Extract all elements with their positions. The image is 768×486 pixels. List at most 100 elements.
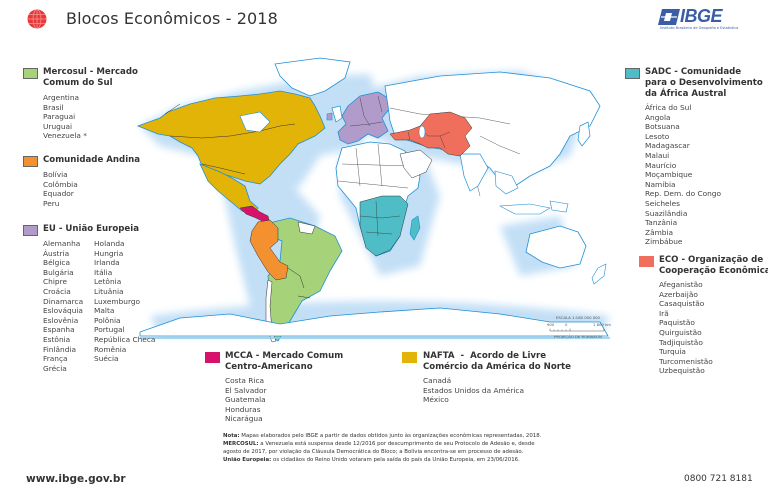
country-item: Chipre bbox=[43, 277, 68, 287]
mcca-swatch bbox=[205, 352, 220, 363]
country-item: Bolívia bbox=[43, 170, 68, 179]
nafta-title-line2: Comércio da América do Norte bbox=[423, 362, 571, 372]
mcca-title-line2: Centro-Americano bbox=[225, 362, 313, 372]
eu-note-text: os cidadãos do Reino Unido votaram pela … bbox=[271, 457, 520, 463]
country-item: Dinamarca bbox=[43, 296, 84, 306]
mcca-country-list: Costa Rica El Salvador Guatemala Hondura… bbox=[225, 376, 267, 424]
country-item: Zimbábue bbox=[645, 237, 683, 247]
mercosul-title-line1: Mercosul - Mercado bbox=[43, 67, 138, 77]
country-item: França bbox=[43, 354, 68, 364]
country-item: Croácia bbox=[43, 286, 71, 296]
nafta-country-list: Canadá Estados Unidos da América México bbox=[423, 376, 524, 405]
country-item: Romênia bbox=[94, 344, 127, 354]
logo-subtitle: Instituto Brasileiro de Geografia e Esta… bbox=[660, 26, 739, 30]
country-item: Letônia bbox=[94, 277, 122, 287]
eco-swatch bbox=[639, 256, 654, 267]
country-item: Polônia bbox=[94, 315, 121, 325]
phone-number: 0800 721 8181 bbox=[684, 474, 753, 484]
country-item: Zâmbia bbox=[645, 227, 674, 237]
country-item: Suécia bbox=[94, 354, 119, 364]
country-item: México bbox=[423, 395, 449, 405]
world-map bbox=[136, 57, 610, 343]
country-item: Malaui bbox=[645, 150, 670, 160]
footnote: Nota: Mapas elaborados pelo IBGE a parti… bbox=[223, 432, 553, 464]
mercosul-note-text: a Venezuela está suspensa desde 12/2016 … bbox=[223, 441, 535, 455]
eu-region bbox=[337, 91, 391, 145]
mercosul-title-line2: Comum do Sul bbox=[43, 78, 113, 88]
country-item: Peru bbox=[43, 198, 60, 208]
country-item: Itália bbox=[94, 267, 113, 277]
country-item: El Salvador bbox=[225, 385, 267, 395]
country-item: Espanha bbox=[43, 325, 75, 335]
note-text: Mapas elaborados pelo IBGE a partir de d… bbox=[239, 433, 542, 439]
country-item: Tanzânia bbox=[645, 218, 678, 228]
country-item: Angola bbox=[645, 112, 671, 122]
mercosul-swatch bbox=[23, 68, 38, 79]
ibge-logo-mark-icon bbox=[658, 9, 680, 25]
eco-title-line2: Cooperação Econômica bbox=[659, 266, 768, 276]
country-item: Portugal bbox=[94, 325, 125, 335]
mercosul-country-list: Argentina Brasil Paraguai Uruguai Venezu… bbox=[43, 93, 87, 141]
country-item: Suazilândia bbox=[645, 208, 688, 218]
country-item: Irã bbox=[659, 308, 669, 318]
country-item: Canadá bbox=[423, 376, 452, 385]
country-item: Eslováquia bbox=[43, 306, 83, 316]
country-item: Luxemburgo bbox=[94, 296, 141, 306]
south-america bbox=[249, 217, 343, 343]
country-item: Uzbequistão bbox=[659, 366, 705, 376]
eco-country-list: Afeganistão Azerbaijão Casaquistão Irã P… bbox=[659, 280, 713, 376]
country-item: Nicarágua bbox=[225, 414, 263, 424]
country-item: Guatemala bbox=[225, 395, 266, 405]
country-item: Maurício bbox=[645, 160, 677, 170]
country-item: Afeganistão bbox=[659, 280, 703, 289]
page-title: Blocos Econômicos - 2018 bbox=[66, 9, 278, 28]
country-item: Argentina bbox=[43, 93, 80, 102]
country-item: Venezuela * bbox=[43, 131, 87, 141]
country-item: Estados Unidos da América bbox=[423, 385, 524, 395]
mcca-title-line1: MCCA - Mercado Comum bbox=[225, 351, 344, 361]
country-item: Irlanda bbox=[94, 258, 120, 268]
scale-label: ESCALA 1:180 000 000 bbox=[556, 315, 600, 320]
eco-region bbox=[389, 111, 473, 157]
country-item: Bulgária bbox=[43, 267, 74, 277]
projection-label: PROJEÇÃO DE ROBINSON bbox=[554, 334, 602, 339]
nafta-region bbox=[136, 90, 326, 215]
country-item: Casaquistão bbox=[659, 299, 705, 309]
country-item: Bélgica bbox=[43, 258, 71, 268]
country-item: República Checa bbox=[94, 334, 156, 344]
country-item: Turcomenistão bbox=[659, 356, 713, 366]
eu-swatch bbox=[23, 225, 38, 236]
note-label: Nota: bbox=[223, 433, 240, 439]
ibge-logo[interactable]: IBGE Instituto Brasileiro de Geografia e… bbox=[658, 6, 758, 32]
scale-right-tick: 1 800 km bbox=[593, 322, 611, 327]
scale-bar-icon bbox=[549, 328, 605, 332]
eu-country-list-col2: Holanda Hungria Irlanda Itália Letônia L… bbox=[94, 239, 155, 364]
country-item: Azerbaijão bbox=[659, 289, 698, 299]
sadc-country-list: África do Sul Angola Botsuana Lesoto Mad… bbox=[645, 103, 721, 247]
sadc-title-line3: da África Austral bbox=[645, 89, 727, 99]
nafta-title-line1: NAFTA - Acordo de Livre bbox=[423, 351, 547, 361]
country-item: Madagascar bbox=[645, 141, 690, 151]
country-item: Finlândia bbox=[43, 344, 76, 354]
country-item: Paraguai bbox=[43, 112, 76, 122]
nafta-swatch bbox=[402, 352, 417, 363]
country-item: Colômbia bbox=[43, 179, 78, 189]
map-scale: ESCALA 1:180 000 000 900 0 1 800 km PROJ… bbox=[543, 315, 613, 345]
andina-title: Comunidade Andina bbox=[43, 155, 141, 165]
country-item: Tadjiquistão bbox=[659, 337, 703, 347]
country-item: Estônia bbox=[43, 334, 71, 344]
header: Blocos Econômicos - 2018 IBGE Instituto … bbox=[0, 0, 768, 36]
country-item: Holanda bbox=[94, 239, 125, 248]
website-link[interactable]: www.ibge.gov.br bbox=[26, 473, 126, 485]
country-item: Hungria bbox=[94, 248, 124, 258]
country-item: Uruguai bbox=[43, 121, 73, 131]
logo-text: IBGE bbox=[680, 6, 723, 26]
country-item: Grécia bbox=[43, 363, 67, 373]
sadc-title-line1: SADC - Comunidade bbox=[645, 67, 742, 77]
country-item: Honduras bbox=[225, 404, 261, 414]
country-item: Brasil bbox=[43, 102, 64, 112]
eu-country-list-col1: Alemanha Áustria Bélgica Bulgária Chipre… bbox=[43, 239, 83, 373]
andina-country-list: Bolívia Colômbia Equador Peru bbox=[43, 170, 78, 208]
eu-title: EU - União Europeia bbox=[43, 224, 139, 234]
scale-left-tick: 900 bbox=[547, 322, 555, 327]
